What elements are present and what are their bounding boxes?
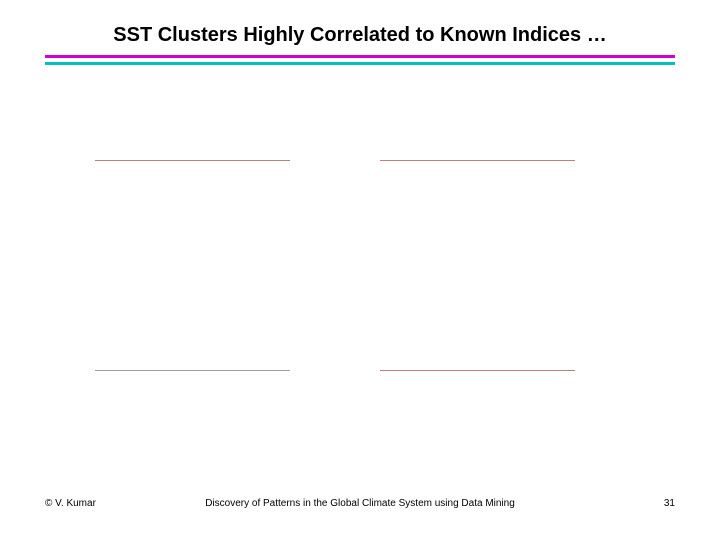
image-placeholder-3: [95, 370, 290, 371]
rule-magenta: [45, 55, 675, 58]
slide-title: SST Clusters Highly Correlated to Known …: [0, 24, 720, 47]
image-placeholder-1: [95, 160, 290, 161]
slide-footer: © V. Kumar Discovery of Patterns in the …: [0, 498, 720, 514]
image-placeholder-2: [380, 160, 575, 161]
image-placeholder-4: [380, 370, 575, 371]
rule-cyan: [45, 62, 675, 65]
slide-title-text: SST Clusters Highly Correlated to Known …: [113, 24, 606, 46]
title-underline-group: [45, 55, 675, 65]
footer-page-number: 31: [664, 498, 675, 509]
footer-title: Discovery of Patterns in the Global Clim…: [0, 498, 720, 509]
slide-container: { "title": { "text": "SST Clusters Highl…: [0, 0, 720, 540]
